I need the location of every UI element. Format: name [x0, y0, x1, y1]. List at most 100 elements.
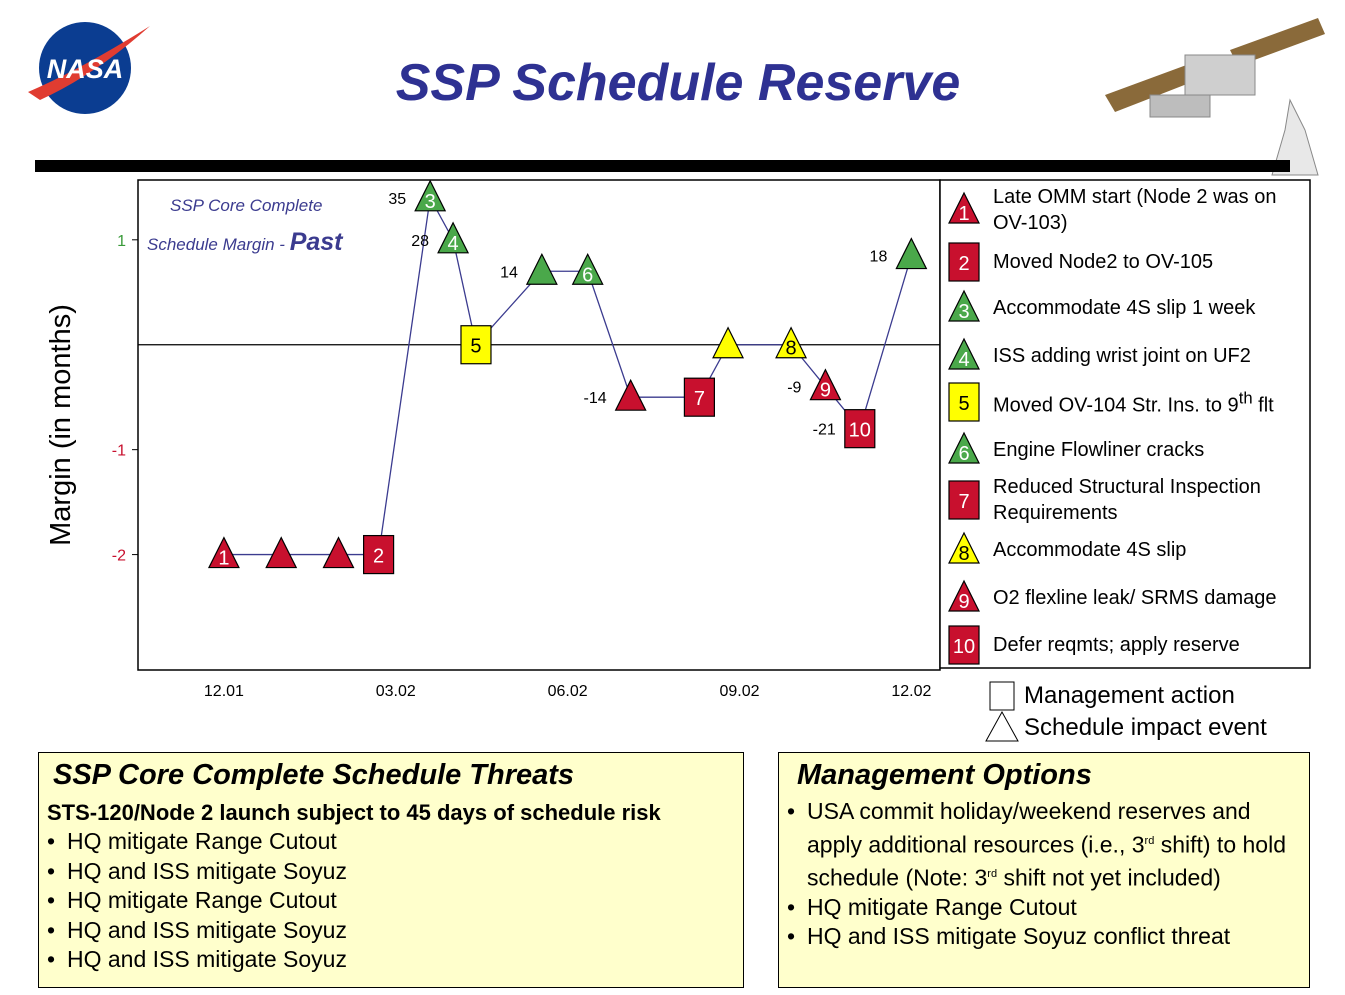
day-label: 14 — [500, 264, 518, 281]
x-tick-label: 06.02 — [548, 683, 588, 700]
triangle-marker — [948, 531, 980, 564]
marker-number: 6 — [958, 443, 969, 465]
marker-number: 5 — [470, 336, 481, 358]
legend-text: Defer reqmts; apply reserve — [993, 632, 1305, 658]
data-point — [712, 326, 745, 359]
triangle-marker — [525, 252, 558, 285]
station-image — [1105, 18, 1325, 176]
slide-title: SSP Schedule Reserve — [396, 54, 961, 112]
marker-number: 10 — [849, 420, 871, 442]
station-module — [1149, 94, 1211, 118]
marker-number: 9 — [958, 591, 969, 613]
data-point — [265, 536, 298, 569]
threats-lead: STS-120/Node 2 launch subject to 45 days… — [47, 800, 661, 825]
marker-number: 3 — [958, 301, 969, 323]
option-item: USA commit holiday/weekend reserves and … — [787, 797, 1309, 893]
legend-marker: 10 — [948, 625, 980, 665]
threats-list: HQ mitigate Range Cutout HQ and ISS mitig… — [39, 827, 743, 975]
x-tick-label: 03.02 — [376, 683, 416, 700]
text-part: Reduced Structural Inspection Requiremen… — [993, 476, 1261, 524]
text-part: Late OMM start (Node 2 was on OV-103) — [993, 186, 1277, 234]
triangle-marker — [414, 179, 447, 212]
key-text: Schedule impact event — [1024, 714, 1267, 741]
legend-text: Reduced Structural Inspection Requiremen… — [993, 474, 1305, 526]
square-marker — [948, 625, 980, 665]
threat-item: HQ mitigate Range Cutout — [47, 886, 743, 916]
data-point: 9 — [809, 368, 842, 402]
superscript: rd — [987, 867, 998, 880]
marker-number: 7 — [694, 388, 705, 410]
triangle-marker — [948, 337, 980, 370]
text-part: shift) to hold schedule (Note: 3 — [807, 831, 1286, 891]
threat-item: HQ and ISS mitigate Soyuz — [47, 945, 743, 975]
legend-text: Engine Flowliner cracks — [993, 437, 1305, 463]
legend-marker: 6 — [948, 431, 980, 465]
x-tick-label: 12.02 — [891, 683, 931, 700]
square-marker — [948, 480, 980, 520]
text-part: Moved OV-104 Str. Ins. to 9 — [993, 394, 1239, 417]
header-rule — [35, 160, 1290, 172]
legend-marker: 4 — [948, 337, 980, 371]
margin-label: Schedule Margin - — [147, 235, 290, 254]
legend-text: ISS adding wrist joint on UF2 — [993, 343, 1305, 369]
triangle-marker — [948, 579, 980, 612]
legend-text: Moved Node2 to OV-105 — [993, 249, 1305, 275]
marker-number: 2 — [958, 253, 969, 275]
day-label: -21 — [813, 422, 836, 439]
data-point — [525, 252, 558, 285]
marker-number: 2 — [373, 546, 384, 568]
key-triangle — [985, 710, 1019, 742]
legend-marker: 7 — [948, 480, 980, 520]
marker-number: 1 — [218, 548, 229, 570]
data-point — [895, 237, 928, 270]
text-part: Defer reqmts; apply reserve — [993, 634, 1240, 656]
data-point: 6 — [571, 252, 604, 286]
x-tick-label: 09.02 — [719, 683, 759, 700]
text-part: USA commit holiday/weekend reserves and … — [807, 798, 1251, 858]
x-tick-label: 12.01 — [204, 683, 244, 700]
text-part: HQ and ISS mitigate Soyuz conflict threa… — [807, 923, 1231, 950]
key-square — [989, 681, 1015, 711]
triangle-marker — [712, 326, 745, 359]
text-part: Accommodate 4S slip — [993, 539, 1187, 561]
text-part: HQ mitigate Range Cutout — [807, 893, 1077, 920]
legend-text: Accommodate 4S slip — [993, 537, 1305, 563]
triangle-marker — [207, 536, 240, 569]
superscript: th — [1238, 388, 1253, 408]
day-label: 35 — [388, 191, 406, 208]
marker-number: 8 — [785, 338, 796, 360]
chart-note: SSP Core Complete — [170, 196, 322, 215]
day-label: -14 — [584, 390, 607, 407]
data-point — [614, 378, 647, 411]
option-item: HQ and ISS mitigate Soyuz conflict threa… — [787, 922, 1309, 952]
data-point: 4 — [437, 221, 470, 255]
data-point: 1 — [207, 536, 240, 570]
triangle-marker — [895, 237, 928, 270]
marker-number: 7 — [958, 491, 969, 513]
text-part: flt — [1252, 394, 1274, 417]
margin-emphasis: Past — [290, 228, 344, 256]
text-part: Moved Node2 to OV-105 — [993, 251, 1214, 273]
marker-number: 4 — [448, 233, 459, 255]
data-point: 7 — [683, 377, 716, 417]
triangle-marker — [948, 289, 980, 322]
marker-number: 5 — [958, 393, 969, 415]
triangle-marker — [265, 536, 298, 569]
y-tick-label: 1 — [117, 233, 126, 250]
day-label: 28 — [411, 233, 429, 250]
options-box: Management Options USA commit holiday/we… — [778, 752, 1310, 988]
legend-text: Moved OV-104 Str. Ins. to 9th flt — [993, 386, 1305, 419]
triangle-marker — [437, 221, 470, 254]
legend-text: Accommodate 4S slip 1 week — [993, 295, 1305, 321]
logo-text: NASA — [47, 54, 124, 84]
text-part: shift not yet included) — [997, 864, 1221, 891]
legend-text: O2 flexline leak/ SRMS damage — [993, 585, 1305, 611]
data-point: 2 — [363, 534, 395, 575]
triangle-marker — [948, 431, 980, 464]
margin-note: Schedule Margin - Past — [147, 228, 344, 256]
marker-number: 10 — [953, 636, 975, 658]
marker-number: 1 — [958, 203, 969, 225]
marker-number: 8 — [958, 543, 969, 565]
text-part: Engine Flowliner cracks — [993, 439, 1205, 461]
square-marker — [948, 242, 980, 282]
